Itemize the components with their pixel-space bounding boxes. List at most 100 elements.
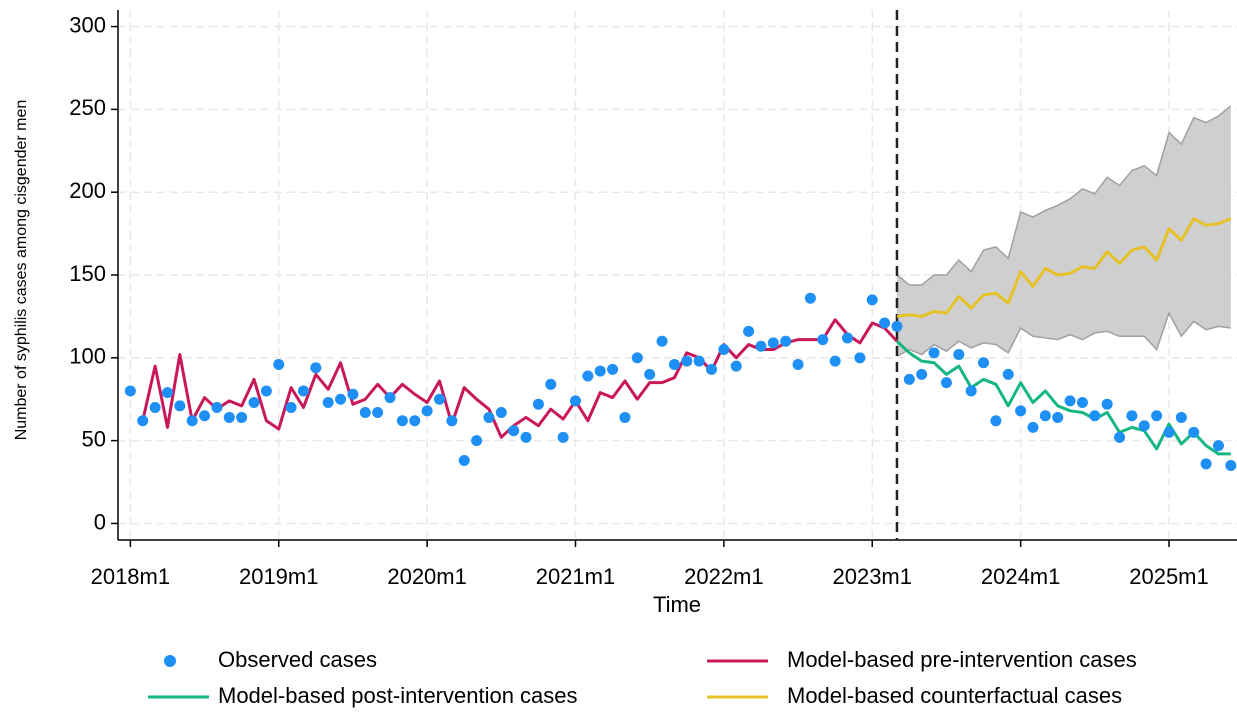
data-point xyxy=(211,402,223,413)
x-tick-label: 2024m1 xyxy=(981,564,1061,589)
x-tick-label: 2020m1 xyxy=(387,564,467,589)
data-point xyxy=(236,411,248,423)
data-point xyxy=(137,415,149,427)
data-point xyxy=(879,317,891,329)
data-point xyxy=(940,377,952,389)
data-point xyxy=(223,411,235,423)
data-point xyxy=(273,358,285,370)
data-point xyxy=(1101,398,1113,410)
data-point xyxy=(903,373,915,385)
data-point xyxy=(396,415,408,427)
data-point xyxy=(1225,459,1237,471)
data-point xyxy=(990,415,1002,427)
data-point xyxy=(471,435,483,447)
x-axis-title: Time xyxy=(653,592,701,617)
data-point xyxy=(866,294,878,306)
data-point xyxy=(384,392,396,404)
data-point xyxy=(582,370,594,382)
data-point xyxy=(730,360,742,372)
data-point xyxy=(1089,410,1101,422)
data-point xyxy=(594,365,606,377)
data-point xyxy=(842,332,854,344)
y-tick-label: 150 xyxy=(69,261,106,286)
data-point xyxy=(780,335,792,347)
data-point xyxy=(1064,395,1076,407)
data-point xyxy=(532,398,544,410)
data-point xyxy=(953,349,965,360)
data-point xyxy=(458,455,470,466)
data-point xyxy=(1039,410,1051,422)
data-point xyxy=(285,402,297,413)
data-point xyxy=(916,368,928,380)
y-tick-label: 250 xyxy=(69,95,106,120)
x-tick-label: 2025m1 xyxy=(1129,564,1209,589)
x-tick-label: 2022m1 xyxy=(684,564,764,589)
data-point xyxy=(409,415,421,427)
series-line xyxy=(895,340,1231,456)
data-point xyxy=(1076,397,1088,409)
y-tick-label: 300 xyxy=(69,12,106,37)
data-point xyxy=(693,355,705,367)
data-point xyxy=(483,411,495,423)
data-point xyxy=(755,340,767,352)
series-line xyxy=(141,318,899,439)
data-point xyxy=(161,387,173,399)
data-point xyxy=(174,400,186,412)
data-point xyxy=(433,393,445,405)
data-point xyxy=(569,395,581,407)
data-point xyxy=(619,411,631,423)
data-point xyxy=(656,335,668,347)
data-point xyxy=(965,385,977,397)
data-point xyxy=(297,385,309,397)
data-point xyxy=(335,393,347,405)
data-point xyxy=(124,385,136,397)
data-point xyxy=(681,355,693,367)
data-point xyxy=(248,397,260,409)
data-point xyxy=(767,337,779,349)
data-point xyxy=(149,402,161,413)
data-point xyxy=(891,320,903,332)
x-tick-label: 2019m1 xyxy=(239,564,319,589)
data-point xyxy=(1002,368,1014,380)
data-point xyxy=(1175,411,1187,423)
data-point xyxy=(792,358,804,370)
data-point xyxy=(1188,426,1200,438)
data-point xyxy=(829,355,841,367)
data-point xyxy=(668,358,680,370)
x-tick-label: 2021m1 xyxy=(536,564,616,589)
y-tick-label: 0 xyxy=(94,509,106,534)
data-point xyxy=(718,344,730,356)
data-point xyxy=(928,347,940,359)
data-point xyxy=(1200,458,1212,470)
data-point xyxy=(978,357,990,369)
data-point xyxy=(644,368,656,380)
y-tick-label: 200 xyxy=(69,178,106,203)
data-point xyxy=(817,334,829,346)
data-point xyxy=(446,415,458,427)
y-tick-label: 100 xyxy=(69,344,106,369)
x-tick-label: 2018m1 xyxy=(91,564,171,589)
data-point xyxy=(631,352,643,364)
data-point xyxy=(372,406,384,418)
data-point xyxy=(1052,411,1064,423)
legend-label: Model-based pre-intervention cases xyxy=(787,647,1137,672)
data-point xyxy=(421,405,433,417)
data-point xyxy=(854,352,866,364)
data-point xyxy=(199,410,211,422)
legend-marker xyxy=(164,655,176,667)
data-point xyxy=(1163,426,1175,438)
x-tick-label: 2023m1 xyxy=(832,564,912,589)
band-upper xyxy=(896,105,1232,286)
legend-label: Model-based counterfactual cases xyxy=(787,683,1122,708)
data-point xyxy=(607,363,619,375)
data-point xyxy=(1114,431,1126,443)
legend-label: Model-based post-intervention cases xyxy=(218,683,578,708)
data-point xyxy=(743,325,755,337)
y-axis-title: Number of syphilis cases among cisgender… xyxy=(13,100,30,441)
data-point xyxy=(359,406,371,418)
data-point xyxy=(545,378,557,390)
data-point xyxy=(1126,410,1138,422)
y-tick-label: 50 xyxy=(82,426,106,451)
data-point xyxy=(186,415,198,427)
